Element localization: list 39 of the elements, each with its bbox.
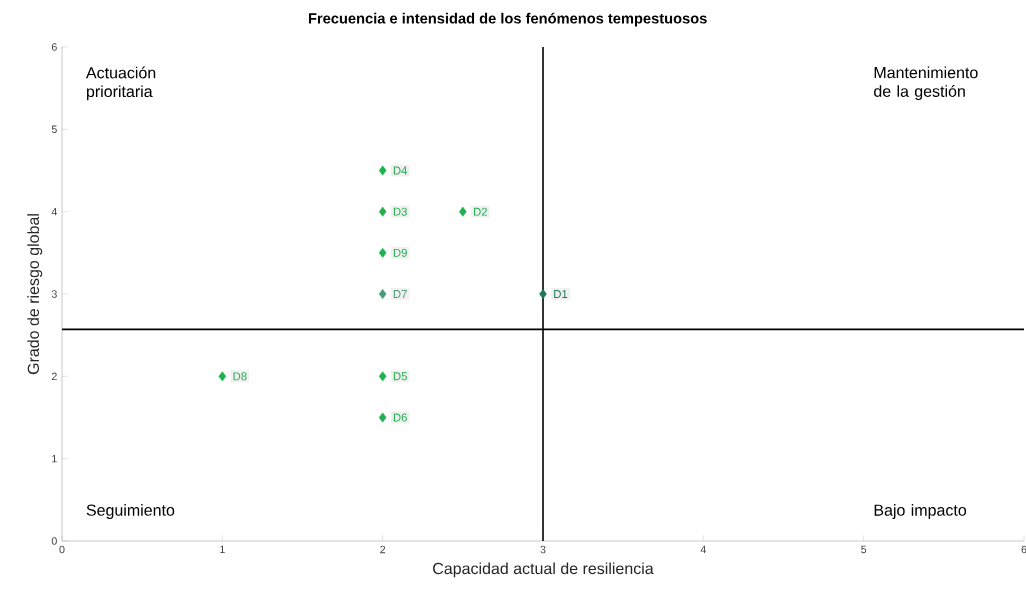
data-label: D7 <box>393 290 407 298</box>
annotation: Actuación prioritaria <box>85 66 156 101</box>
point <box>378 289 387 299</box>
data-label: D1 <box>554 290 568 298</box>
annotation: Seguimiento <box>86 504 175 519</box>
x-tick-label: 4 <box>700 545 706 554</box>
x-tick-label: 0 <box>59 545 65 554</box>
y-tick-label: 2 <box>51 372 57 381</box>
x-tick-label: 2 <box>380 545 386 554</box>
data-label: D9 <box>393 248 407 257</box>
x-tick-label: 6 <box>1021 545 1026 554</box>
x-tick-label: 5 <box>861 545 867 554</box>
point <box>378 165 387 176</box>
data-label: D6 <box>393 413 407 422</box>
point <box>378 206 387 217</box>
y-tick-label: 0 <box>51 537 57 545</box>
point <box>378 412 387 423</box>
data-label: D5 <box>393 372 407 381</box>
y-tick-label: 3 <box>51 290 57 298</box>
point <box>539 289 547 299</box>
y-tick-label: 4 <box>51 207 57 216</box>
y-tick-label: 6 <box>51 43 57 51</box>
point <box>218 371 227 382</box>
point <box>378 371 387 382</box>
annotation: Bajo impacto <box>874 504 967 519</box>
annotation: Mantenimiento de la gestión <box>874 66 978 101</box>
data-label: D3 <box>393 207 407 216</box>
point <box>378 247 387 258</box>
data-label: D8 <box>233 372 247 381</box>
chart-title: Frecuencia e intensidad de los fenómenos tempestuosos <box>308 12 707 27</box>
y-tick-label: 1 <box>52 454 57 463</box>
data-label: D2 <box>474 207 488 216</box>
data-label: D4 <box>393 166 408 175</box>
x-tick-label: 1 <box>220 545 225 554</box>
x-tick-label: 3 <box>540 545 546 554</box>
point <box>459 206 467 217</box>
y-tick-label: 5 <box>51 125 57 134</box>
x-axis-title: Capacidad actual de resiliencia <box>433 562 654 578</box>
y-axis-title: Grado de riesgo global <box>27 214 43 375</box>
